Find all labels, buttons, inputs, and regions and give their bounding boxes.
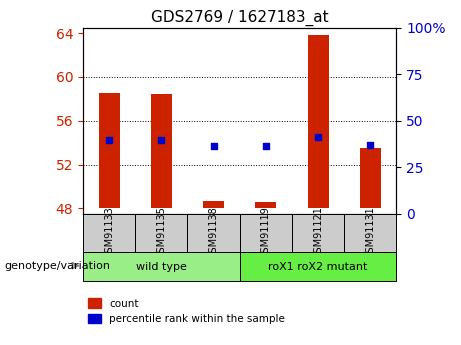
FancyBboxPatch shape — [83, 214, 135, 252]
Text: GSM91133: GSM91133 — [104, 207, 114, 259]
Text: GSM91138: GSM91138 — [208, 207, 219, 259]
FancyBboxPatch shape — [240, 214, 292, 252]
FancyBboxPatch shape — [240, 252, 396, 281]
Text: GSM91119: GSM91119 — [261, 207, 271, 259]
Text: genotype/variation: genotype/variation — [5, 261, 111, 270]
Point — [158, 138, 165, 143]
Bar — [307, 35, 329, 208]
Bar — [99, 93, 119, 208]
Text: GSM91121: GSM91121 — [313, 206, 323, 259]
Bar — [255, 202, 276, 208]
Point — [314, 135, 322, 140]
FancyBboxPatch shape — [344, 214, 396, 252]
Point — [210, 143, 217, 149]
Title: GDS2769 / 1627183_at: GDS2769 / 1627183_at — [151, 10, 329, 26]
Text: GSM91131: GSM91131 — [365, 207, 375, 259]
Bar — [203, 201, 224, 208]
Point — [106, 138, 113, 143]
Bar — [151, 95, 172, 208]
FancyBboxPatch shape — [292, 214, 344, 252]
FancyBboxPatch shape — [83, 252, 240, 281]
Legend: count, percentile rank within the sample: count, percentile rank within the sample — [88, 298, 285, 324]
Text: GSM91135: GSM91135 — [156, 206, 166, 259]
Text: roX1 roX2 mutant: roX1 roX2 mutant — [268, 262, 368, 272]
FancyBboxPatch shape — [188, 214, 240, 252]
Point — [262, 143, 270, 149]
Point — [366, 142, 374, 148]
Bar — [360, 148, 381, 208]
Text: wild type: wild type — [136, 262, 187, 272]
FancyBboxPatch shape — [135, 214, 188, 252]
